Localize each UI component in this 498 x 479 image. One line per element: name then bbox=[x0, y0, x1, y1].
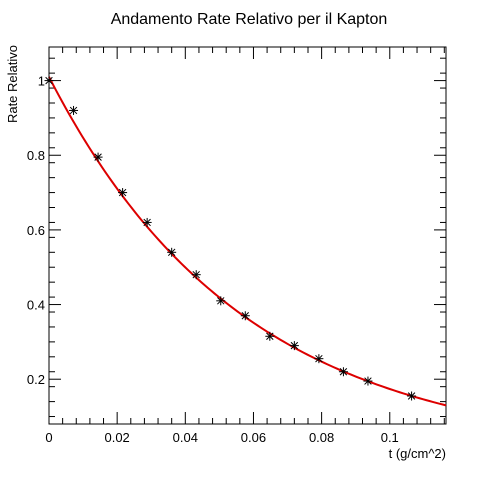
data-point bbox=[45, 76, 54, 85]
points-layer bbox=[45, 76, 417, 400]
data-point bbox=[118, 188, 127, 197]
data-point bbox=[94, 153, 103, 162]
fit-layer bbox=[49, 77, 446, 405]
y-axis-label: Rate Relativo bbox=[5, 45, 20, 123]
fit-curve bbox=[49, 77, 446, 405]
data-point bbox=[192, 270, 201, 279]
data-point bbox=[363, 377, 372, 386]
data-point bbox=[241, 311, 250, 320]
x-tick-label: 0.1 bbox=[381, 430, 399, 445]
x-tick-label: 0.08 bbox=[309, 430, 334, 445]
y-tick-label: 0.8 bbox=[27, 148, 45, 163]
data-point bbox=[314, 354, 323, 363]
data-point bbox=[216, 296, 225, 305]
y-tick-label: 0.4 bbox=[27, 298, 45, 313]
data-point bbox=[339, 367, 348, 376]
x-axis-label: t (g/cm^2) bbox=[389, 446, 446, 461]
y-tick-label: 0.6 bbox=[27, 223, 45, 238]
data-point bbox=[265, 332, 274, 341]
x-tick-label: 0.04 bbox=[173, 430, 198, 445]
data-point bbox=[69, 106, 78, 115]
data-point bbox=[167, 248, 176, 257]
x-tick-label: 0 bbox=[45, 430, 52, 445]
data-point bbox=[290, 341, 299, 350]
x-tick-label: 0.06 bbox=[241, 430, 266, 445]
data-point bbox=[407, 392, 416, 401]
plot-frame bbox=[49, 47, 446, 424]
axis-ticks: 0 0.02 0.04 0.06 0.08 0.1 0.2 0.4 0.6 0.8 1 bbox=[27, 47, 446, 445]
y-tick-label: 0.2 bbox=[27, 372, 45, 387]
x-tick-label: 0.02 bbox=[104, 430, 129, 445]
data-point bbox=[143, 218, 152, 227]
chart-title: Andamento Rate Relativo per il Kapton bbox=[111, 11, 388, 28]
y-tick-label: 1 bbox=[38, 74, 45, 89]
